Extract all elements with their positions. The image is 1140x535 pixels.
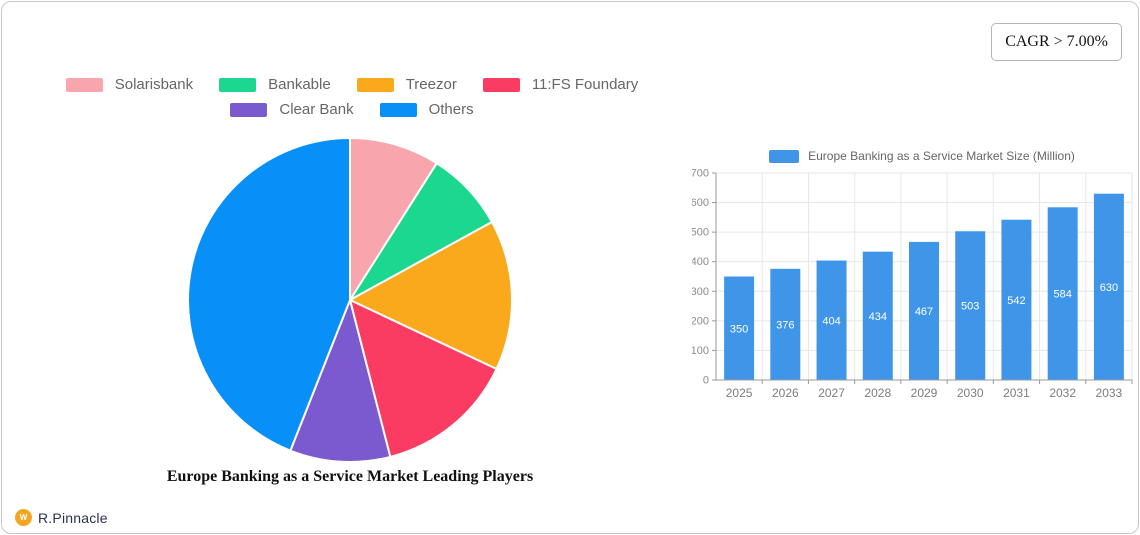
bar-2026 — [770, 268, 801, 380]
legend-label: 11:FS Foundary — [531, 76, 639, 93]
y-axis-tick-label: 100 — [692, 345, 709, 357]
brand-logo: W R.Pinnacle — [15, 509, 108, 526]
legend-item-others[interactable]: Others — [379, 101, 474, 118]
legend-item-bankable[interactable]: Bankable — [219, 76, 331, 93]
legend-item-11-fs-foundary[interactable]: 11:FS Foundary — [482, 76, 639, 93]
legend-swatch — [219, 77, 257, 92]
bar-value-label: 467 — [915, 306, 933, 318]
legend-item-clear-bank[interactable]: Clear Bank — [230, 101, 354, 118]
cagr-badge: CAGR > 7.00% — [991, 23, 1122, 61]
bar-2032 — [1047, 207, 1078, 380]
y-axis-tick-label: 500 — [692, 227, 709, 239]
x-axis-tick-label: 2030 — [957, 386, 984, 400]
bar-legend-item[interactable]: Europe Banking as a Service Market Size … — [714, 149, 1130, 163]
bar-2029 — [909, 241, 939, 380]
y-axis-tick-label: 400 — [692, 256, 709, 268]
legend-item-treezor[interactable]: Treezor — [356, 76, 457, 93]
legend-row: Solarisbank Bankable Treezor 11:FS Foundary — [32, 76, 672, 93]
bar-chart: 0 100 200 300 400 500 600 700 350 2025 376 2026 404 2… — [692, 168, 1133, 400]
bar-2028 — [862, 251, 893, 380]
x-axis-tick-label: 2027 — [818, 386, 845, 400]
pie-chart-title: Europe Banking as a Service Market Leadi… — [166, 468, 534, 485]
bar-value-label: 434 — [869, 311, 887, 323]
bar-2031 — [1001, 219, 1032, 380]
x-axis-tick-label: 2032 — [1049, 386, 1076, 400]
bar-value-label: 376 — [776, 319, 794, 331]
bar-value-label: 542 — [1007, 295, 1025, 307]
legend-label: Solarisbank — [114, 76, 194, 93]
bar-legend-label: Europe Banking as a Service Market Size … — [808, 149, 1075, 163]
brand-name: R.Pinnacle — [38, 509, 108, 526]
bar-value-label: 404 — [822, 315, 840, 327]
bar-value-label: 350 — [730, 323, 748, 335]
y-axis-tick-label: 300 — [692, 286, 709, 298]
pie-slice-treezor — [349, 220, 513, 370]
y-axis-tick-label: 200 — [692, 315, 709, 327]
legend-swatch — [379, 102, 417, 117]
bar-legend-swatch — [769, 149, 800, 163]
x-axis-tick-label: 2028 — [864, 386, 891, 400]
legend-swatch — [356, 77, 394, 92]
pie-slice-solarisbank — [349, 137, 438, 301]
pie-chart — [187, 137, 513, 463]
x-axis-tick-label: 2026 — [772, 386, 799, 400]
legend-item-solarisbank[interactable]: Solarisbank — [65, 76, 194, 93]
x-axis-tick-label: 2025 — [726, 386, 753, 400]
y-axis-tick-label: 600 — [692, 197, 709, 209]
legend-label: Bankable — [268, 76, 331, 93]
bar-value-label: 584 — [1053, 289, 1071, 301]
y-axis-tick-label: 700 — [692, 168, 709, 180]
bar-2030 — [955, 231, 986, 380]
y-axis-tick-label: 0 — [703, 375, 709, 387]
pie-slice-clear-bank — [289, 299, 392, 463]
legend-swatch — [482, 77, 520, 92]
legend-label: Treezor — [405, 76, 457, 93]
pie-slice-others — [187, 137, 351, 452]
x-axis-tick-label: 2033 — [1096, 386, 1123, 400]
bar-2027 — [816, 260, 847, 380]
x-axis-tick-label: 2029 — [911, 386, 938, 400]
bar-2025 — [724, 276, 755, 380]
bar-value-label: 630 — [1100, 282, 1118, 294]
legend-swatch — [65, 77, 103, 92]
pie-slice-11-fs-foundary — [349, 299, 498, 458]
pie-legend: Solarisbank Bankable Treezor 11:FS Foundary… — [32, 76, 672, 118]
legend-row: Clear Bank Others — [32, 101, 672, 118]
legend-label: Others — [428, 101, 474, 118]
bar-2033 — [1093, 193, 1124, 380]
legend-label: Clear Bank — [279, 101, 354, 118]
brand-logo-icon: W — [15, 509, 32, 526]
bar-value-label: 503 — [961, 301, 979, 313]
legend-swatch — [230, 102, 268, 117]
x-axis-tick-label: 2031 — [1003, 386, 1030, 400]
